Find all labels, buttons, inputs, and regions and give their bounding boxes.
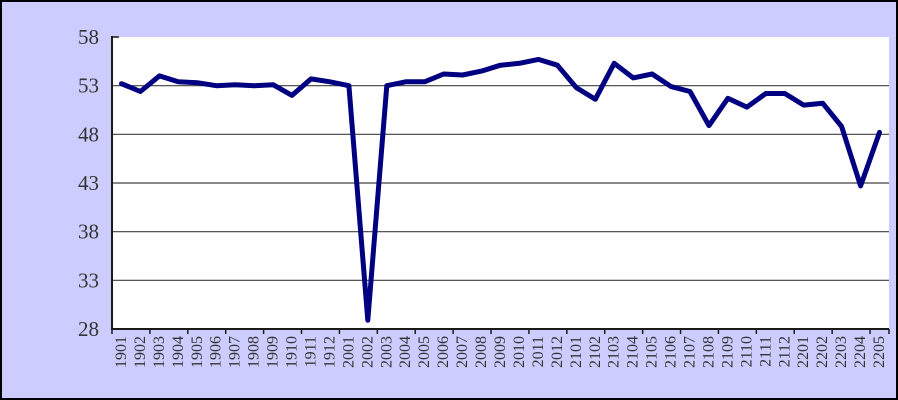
- x-axis-label-1912: 1912: [321, 336, 338, 368]
- x-axis-label-1910: 1910: [284, 336, 301, 368]
- y-axis-label-28: 28: [78, 317, 99, 341]
- x-axis-label-1906: 1906: [208, 336, 225, 368]
- pmi-series-line: [119, 56, 882, 323]
- x-axis-label-2005: 2005: [416, 336, 433, 368]
- x-axis-label-2105: 2105: [644, 336, 661, 368]
- x-axis-label-1911: 1911: [303, 336, 320, 367]
- x-axis-label-2101: 2101: [568, 336, 585, 368]
- x-axis-label-2008: 2008: [473, 336, 490, 368]
- y-axis-label-48: 48: [78, 122, 99, 146]
- x-axis-label-2103: 2103: [606, 336, 623, 368]
- x-axis-label-2112: 2112: [776, 336, 793, 367]
- x-axis-label-2108: 2108: [701, 336, 718, 368]
- x-axis-label-2110: 2110: [738, 336, 755, 367]
- y-axis-label-58: 58: [78, 25, 99, 49]
- x-axis-label-2102: 2102: [587, 336, 604, 368]
- x-axis-label-2109: 2109: [719, 336, 736, 368]
- x-axis-label-2107: 2107: [682, 336, 699, 368]
- x-axis-label-2006: 2006: [435, 336, 452, 368]
- y-axis-label-53: 53: [78, 74, 99, 98]
- y-axis-label-38: 38: [78, 220, 99, 244]
- x-axis-label-2205: 2205: [871, 336, 888, 368]
- x-axis-label-2011: 2011: [530, 336, 547, 367]
- x-axis-label-1908: 1908: [246, 336, 263, 368]
- x-axis-label-2202: 2202: [814, 336, 831, 368]
- x-axis-label-1901: 1901: [113, 336, 130, 368]
- x-axis-label-2007: 2007: [454, 336, 471, 368]
- x-axis-label-1902: 1902: [132, 336, 149, 368]
- x-axis-label-2001: 2001: [340, 336, 357, 368]
- x-axis-label-2003: 2003: [378, 336, 395, 368]
- x-axis-label-2106: 2106: [663, 336, 680, 368]
- x-axis-label-2201: 2201: [795, 336, 812, 368]
- x-axis-label-1907: 1907: [227, 336, 244, 368]
- x-axis-label-2004: 2004: [397, 336, 414, 368]
- x-axis-label-2009: 2009: [492, 336, 509, 368]
- x-axis-label-2002: 2002: [359, 336, 376, 368]
- x-axis-label-2111: 2111: [757, 336, 774, 367]
- x-axis-label-1903: 1903: [151, 336, 168, 368]
- y-axis-label-33: 33: [78, 268, 99, 292]
- x-axis-label-1905: 1905: [189, 336, 206, 368]
- y-axis-label-43: 43: [78, 171, 99, 195]
- x-axis-label-1909: 1909: [265, 336, 282, 368]
- x-axis-label-2010: 2010: [511, 336, 528, 368]
- x-axis-label-2204: 2204: [852, 336, 869, 368]
- x-axis-label-2104: 2104: [625, 336, 642, 368]
- x-axis-label-2012: 2012: [549, 336, 566, 368]
- x-axis-label-2203: 2203: [833, 336, 850, 368]
- x-axis-label-1904: 1904: [170, 336, 187, 368]
